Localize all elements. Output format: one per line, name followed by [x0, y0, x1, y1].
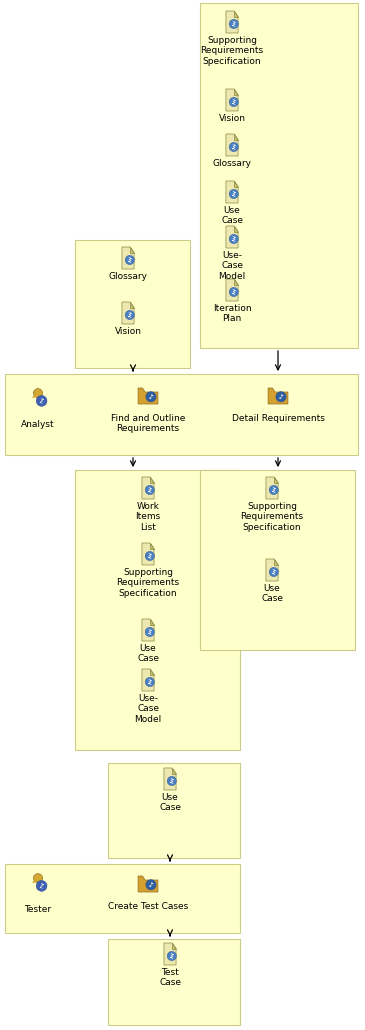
Polygon shape [234, 89, 238, 95]
Circle shape [145, 551, 154, 560]
Bar [75, 240, 190, 368]
Bar [200, 470, 355, 650]
Circle shape [229, 20, 238, 29]
Polygon shape [274, 477, 278, 482]
Text: Tester: Tester [24, 905, 51, 914]
Text: Use-
Case
Model: Use- Case Model [134, 694, 162, 724]
Polygon shape [234, 279, 238, 284]
Polygon shape [130, 247, 134, 252]
Polygon shape [226, 181, 238, 203]
Polygon shape [142, 619, 154, 641]
Bar [200, 3, 358, 348]
Bar [5, 374, 358, 455]
Circle shape [269, 568, 278, 577]
Text: Glossary: Glossary [212, 159, 251, 168]
Polygon shape [226, 134, 238, 156]
Polygon shape [226, 89, 238, 111]
Text: Test
Case: Test Case [159, 968, 181, 988]
Polygon shape [234, 226, 238, 232]
Polygon shape [138, 876, 158, 892]
Bar [5, 864, 240, 933]
Circle shape [276, 391, 286, 402]
Polygon shape [122, 247, 134, 269]
Polygon shape [142, 670, 154, 691]
Text: Work
Items
List: Work Items List [135, 502, 161, 531]
Circle shape [229, 98, 238, 106]
Circle shape [167, 777, 176, 786]
Circle shape [146, 391, 156, 402]
Polygon shape [234, 134, 238, 139]
Circle shape [229, 142, 238, 151]
Text: Glossary: Glossary [108, 272, 147, 281]
Circle shape [125, 310, 134, 319]
Circle shape [229, 190, 238, 199]
Polygon shape [164, 943, 176, 965]
Polygon shape [142, 477, 154, 499]
Circle shape [34, 388, 42, 398]
Polygon shape [226, 11, 238, 33]
Polygon shape [172, 943, 176, 949]
Polygon shape [274, 559, 278, 564]
Bar [75, 470, 240, 750]
Polygon shape [150, 543, 154, 549]
Polygon shape [268, 388, 288, 404]
Polygon shape [142, 543, 154, 565]
Polygon shape [150, 477, 154, 482]
Text: Analyst: Analyst [21, 420, 55, 430]
Circle shape [145, 485, 154, 494]
Polygon shape [130, 302, 134, 308]
Circle shape [269, 485, 278, 494]
Circle shape [229, 287, 238, 297]
Polygon shape [226, 226, 238, 248]
Polygon shape [266, 559, 278, 581]
Text: Use
Case: Use Case [221, 206, 243, 226]
Text: Use
Case: Use Case [261, 584, 283, 604]
Text: Use-
Case
Model: Use- Case Model [218, 251, 246, 281]
Text: Detail Requirements: Detail Requirements [231, 414, 324, 423]
Text: Supporting
Requirements
Specification: Supporting Requirements Specification [116, 568, 180, 597]
Bar [108, 939, 240, 1025]
Circle shape [145, 678, 154, 687]
Circle shape [229, 235, 238, 244]
Polygon shape [266, 477, 278, 499]
Circle shape [125, 255, 134, 265]
Text: Vision: Vision [219, 114, 246, 123]
Text: Vision: Vision [115, 327, 142, 336]
Polygon shape [234, 11, 238, 16]
Circle shape [145, 627, 154, 637]
Text: Supporting
Requirements
Specification: Supporting Requirements Specification [241, 502, 304, 531]
Text: Create Test Cases: Create Test Cases [108, 902, 188, 911]
Text: Supporting
Requirements
Specification: Supporting Requirements Specification [200, 36, 264, 66]
Circle shape [36, 396, 47, 406]
Circle shape [34, 873, 42, 883]
Text: Use
Case: Use Case [159, 793, 181, 813]
Polygon shape [164, 768, 176, 790]
Circle shape [36, 881, 47, 891]
Polygon shape [150, 670, 154, 675]
Polygon shape [150, 619, 154, 624]
Bar [108, 763, 240, 858]
Polygon shape [122, 302, 134, 324]
Circle shape [146, 880, 156, 890]
Circle shape [167, 952, 176, 961]
Text: Find and Outline
Requirements: Find and Outline Requirements [111, 414, 185, 434]
Polygon shape [226, 279, 238, 301]
Text: Iteration
Plan: Iteration Plan [213, 304, 251, 323]
Text: Use
Case: Use Case [137, 644, 159, 663]
Polygon shape [138, 388, 158, 404]
Polygon shape [172, 768, 176, 774]
Polygon shape [234, 181, 238, 186]
